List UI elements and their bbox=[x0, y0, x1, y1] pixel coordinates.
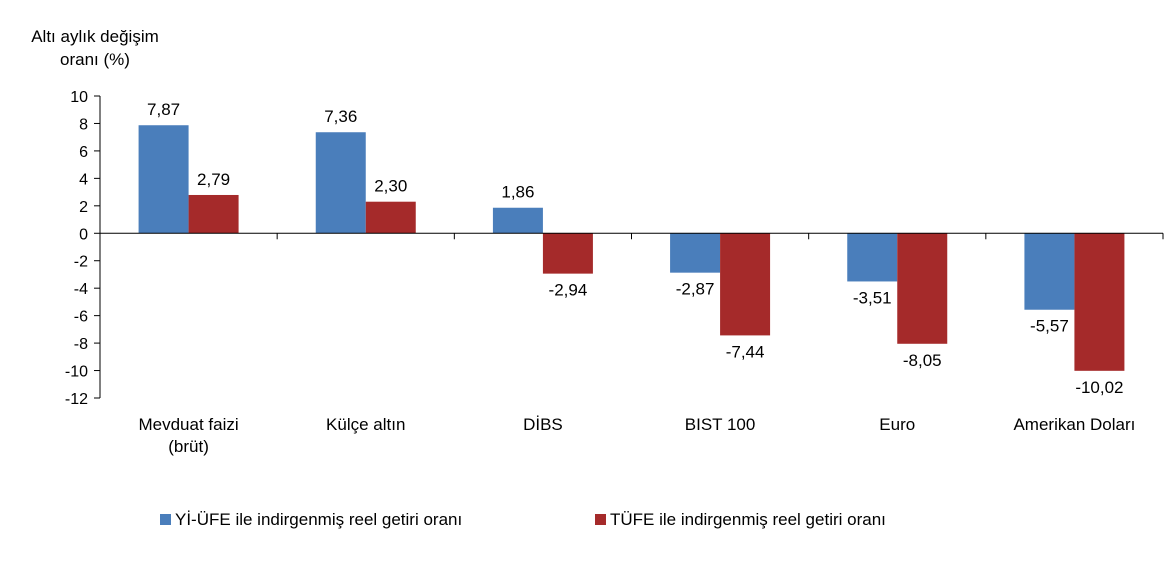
data-label-series-2: -7,44 bbox=[726, 342, 765, 361]
y-tick-label: -8 bbox=[74, 336, 88, 353]
y-tick-label: 10 bbox=[70, 89, 88, 106]
bar-series-2 bbox=[720, 233, 771, 336]
legend: Yİ-ÜFE ile indirgenmiş reel getiri oranı… bbox=[160, 510, 886, 529]
bar-series-2 bbox=[1074, 233, 1125, 371]
legend-swatch-series-2 bbox=[595, 514, 606, 525]
category-labels: Mevduat faizi (brüt) Külçe altın DİBS BIST 1… bbox=[138, 415, 1135, 456]
y-tick-label: 8 bbox=[79, 116, 88, 133]
category-label: Euro bbox=[879, 415, 915, 434]
bar-series-1 bbox=[138, 125, 189, 234]
category-label: BIST 100 bbox=[685, 415, 756, 434]
data-label-series-1: 7,36 bbox=[324, 107, 357, 126]
data-label-series-2: 2,30 bbox=[374, 177, 407, 196]
legend-swatch-series-1 bbox=[160, 514, 171, 525]
bars bbox=[138, 125, 1125, 371]
y-axis-ticks: 10 8 6 4 2 0 -2 -4 -6 -8 -10 -12 bbox=[65, 89, 100, 408]
legend-label-series-2: TÜFE ile indirgenmiş reel getiri oranı bbox=[610, 510, 886, 529]
y-axis-label-line-2: oranı (%) bbox=[60, 50, 130, 69]
data-label-series-1: 1,86 bbox=[501, 183, 534, 202]
axes bbox=[99, 96, 1164, 398]
data-labels: 7,87 2,79 7,36 2,30 1,86 -2,94 -2,87 -7,44 -3,51… bbox=[147, 100, 1123, 397]
category-label: Amerikan Doları bbox=[1013, 415, 1135, 434]
y-tick-label: -6 bbox=[74, 309, 88, 326]
y-tick-label: 4 bbox=[79, 171, 88, 188]
category-label: DİBS bbox=[523, 415, 563, 434]
bar-series-1 bbox=[492, 207, 543, 234]
data-label-series-2: -2,94 bbox=[549, 281, 588, 300]
category-label: Mevduat faizi bbox=[138, 415, 238, 434]
category-label: (brüt) bbox=[168, 437, 209, 456]
data-label-series-1: 7,87 bbox=[147, 100, 180, 119]
data-label-series-1: -5,57 bbox=[1030, 317, 1069, 336]
bar-series-2 bbox=[365, 201, 416, 234]
y-tick-label: 6 bbox=[79, 144, 88, 161]
data-label-series-1: -3,51 bbox=[853, 288, 892, 307]
legend-label-series-1: Yİ-ÜFE ile indirgenmiş reel getiri oranı bbox=[175, 510, 462, 529]
y-tick-label: -10 bbox=[65, 364, 88, 381]
y-tick-label: 2 bbox=[79, 199, 88, 216]
data-label-series-2: 2,79 bbox=[197, 170, 230, 189]
bar-series-2 bbox=[542, 233, 593, 274]
data-label-series-2: -8,05 bbox=[903, 351, 942, 370]
bar-series-1 bbox=[315, 132, 366, 234]
bar-series-2 bbox=[897, 233, 948, 344]
bar-series-2 bbox=[188, 194, 239, 234]
category-label: Külçe altın bbox=[326, 415, 405, 434]
y-tick-label: -12 bbox=[65, 391, 88, 408]
y-tick-label: 0 bbox=[79, 226, 88, 243]
y-tick-label: -2 bbox=[74, 254, 88, 271]
bar-series-1 bbox=[670, 233, 721, 273]
data-label-series-2: -10,02 bbox=[1075, 378, 1123, 397]
bar-series-1 bbox=[1024, 233, 1075, 310]
y-axis-label-line-1: Altı aylık değişim bbox=[31, 27, 159, 46]
data-label-series-1: -2,87 bbox=[676, 280, 715, 299]
y-tick-label: -4 bbox=[74, 281, 88, 298]
bar-series-1 bbox=[847, 233, 898, 282]
